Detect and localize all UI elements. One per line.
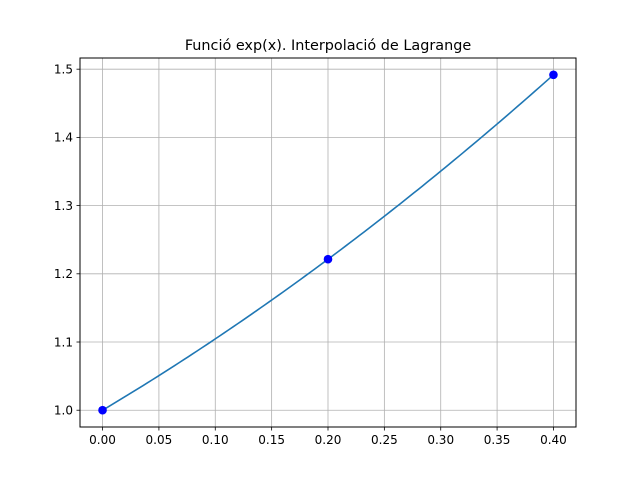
y-axis: 1.0 1.1 1.2 1.3 1.4 1.5 bbox=[54, 62, 80, 418]
y-tick-label: 1.1 bbox=[54, 335, 73, 349]
y-tick-label: 1.2 bbox=[54, 267, 73, 281]
x-tick-label: 0.15 bbox=[258, 433, 285, 447]
grid bbox=[80, 58, 576, 427]
x-tick-label: 0.00 bbox=[89, 433, 116, 447]
x-tick-label: 0.20 bbox=[315, 433, 342, 447]
data-point-layer bbox=[98, 70, 558, 415]
x-tick-label: 0.05 bbox=[146, 433, 173, 447]
data-point bbox=[98, 405, 107, 415]
y-tick-label: 1.4 bbox=[54, 131, 73, 145]
chart-title: Funció exp(x). Interpolació de Lagrange bbox=[185, 38, 472, 54]
y-tick-label: 1.0 bbox=[54, 404, 73, 418]
data-point bbox=[549, 70, 558, 80]
x-tick-label: 0.10 bbox=[202, 433, 229, 447]
x-tick-label: 0.35 bbox=[484, 433, 511, 447]
x-tick-label: 0.25 bbox=[371, 433, 398, 447]
x-tick-label: 0.30 bbox=[427, 433, 454, 447]
y-tick-label: 1.3 bbox=[54, 199, 73, 213]
x-axis: 0.00 0.05 0.10 0.15 0.20 0.25 0.30 0.35 0.40 bbox=[89, 427, 567, 447]
x-tick-label: 0.40 bbox=[540, 433, 567, 447]
data-point bbox=[323, 254, 333, 264]
y-tick-label: 1.5 bbox=[54, 62, 73, 76]
